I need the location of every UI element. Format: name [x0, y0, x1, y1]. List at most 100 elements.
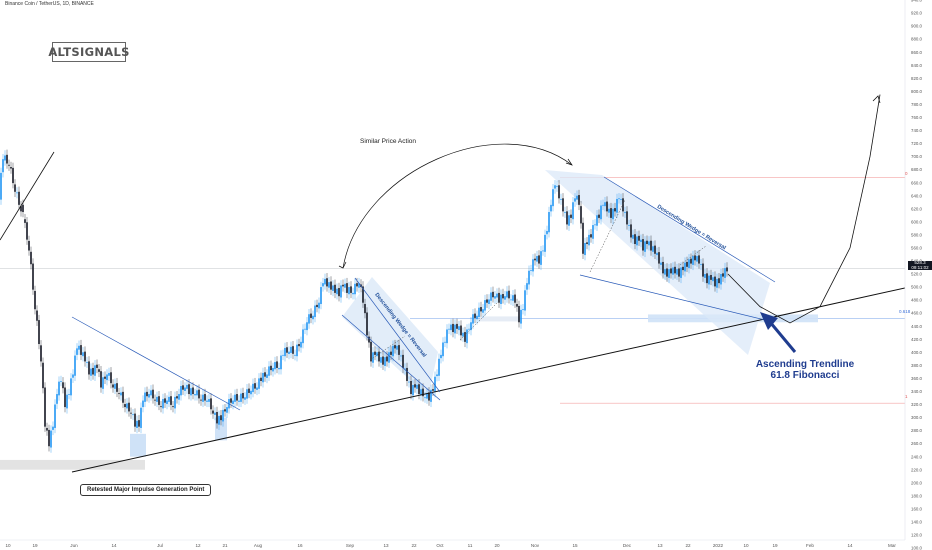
- candle-body: [66, 394, 68, 409]
- candle-body: [324, 278, 326, 285]
- price-tick-28: 660.0: [911, 180, 923, 185]
- time-tick-19: 22: [685, 543, 691, 548]
- candle-body: [198, 389, 200, 399]
- candle-body: [564, 212, 566, 213]
- candle-body: [296, 344, 298, 357]
- time-tick-4: Jul: [157, 543, 163, 548]
- candle-body: [450, 324, 452, 331]
- candle-body: [312, 315, 314, 320]
- time-tick-12: Oct: [436, 543, 444, 548]
- candle-body: [492, 291, 494, 298]
- time-tick-25: Mar: [888, 543, 896, 548]
- wedge-fill-1: [342, 277, 438, 397]
- time-tick-1: 19: [32, 543, 38, 548]
- candle-body: [330, 281, 332, 290]
- candle-body: [128, 402, 130, 412]
- candle-body: [524, 290, 526, 311]
- candle-body: [310, 313, 312, 318]
- candle-body: [640, 239, 642, 243]
- candle-body: [264, 372, 266, 377]
- altsignals-logo: ALTSIGNALS: [48, 42, 129, 62]
- candle-body: [98, 369, 100, 372]
- candle-body: [258, 378, 260, 389]
- candle-body: [250, 390, 252, 395]
- candle-body: [380, 357, 382, 363]
- candle-body: [54, 404, 56, 428]
- time-tick-23: Feb: [806, 543, 814, 548]
- pair-label: Binance Coin / TetherUS, 1D, BINANCE: [5, 1, 94, 7]
- candle-body: [442, 342, 444, 357]
- candle-body: [674, 266, 676, 274]
- candle-body: [594, 224, 596, 226]
- candle-body: [338, 288, 340, 297]
- candle-body: [136, 420, 138, 428]
- candle-body: [720, 274, 722, 285]
- candle-body: [552, 189, 554, 207]
- candle-body: [456, 323, 458, 329]
- candle-body: [602, 204, 604, 206]
- dotted-guide-2: [679, 245, 707, 266]
- candle-body: [518, 305, 520, 323]
- candle-body: [660, 262, 662, 265]
- candle-body: [374, 351, 376, 355]
- candle-body: [108, 372, 110, 376]
- candle-body: [206, 400, 208, 402]
- projection-head: [872, 95, 881, 104]
- candle-body: [208, 399, 210, 402]
- candle-body: [8, 164, 10, 166]
- candle-body: [706, 273, 708, 284]
- time-tick-6: 21: [222, 543, 228, 548]
- candle-body: [378, 351, 380, 362]
- candle-body: [52, 426, 54, 430]
- candle-body: [196, 390, 198, 396]
- candle-body: [540, 251, 542, 265]
- candle-body: [572, 202, 574, 220]
- candle-body: [156, 396, 158, 402]
- candle-body: [570, 214, 572, 218]
- projection-path: [727, 94, 881, 324]
- candle-body: [668, 269, 670, 278]
- candle-body: [616, 198, 618, 213]
- candle-body: [512, 295, 514, 301]
- candle-body: [488, 299, 490, 305]
- dotted-guide-3: [369, 335, 406, 361]
- candle-body: [304, 328, 306, 330]
- wedge1-lower: [341, 314, 441, 401]
- candle-body: [188, 384, 190, 395]
- candle-body: [714, 276, 716, 287]
- callout-arrow-shaft: [768, 321, 797, 353]
- candle-body: [158, 396, 160, 405]
- candle-body: [248, 388, 250, 393]
- candle-body: [194, 394, 196, 396]
- time-tick-14: 20: [494, 543, 500, 548]
- time-tick-10: 13: [383, 543, 389, 548]
- candle-body: [212, 410, 214, 414]
- price-axis[interactable]: 100.0 120.0 140.0 160.0 180.0 200.0 220.0 240.0…: [904, 0, 932, 550]
- candle-body: [574, 198, 576, 202]
- price-tick-20: 500.0: [911, 285, 923, 290]
- candle-body: [216, 411, 218, 424]
- candle-body: [84, 351, 86, 362]
- candle-body: [652, 246, 654, 252]
- candle-body: [140, 407, 142, 428]
- candle-body: [726, 267, 728, 272]
- price-tick-1: 120.0: [911, 533, 923, 538]
- candle-body: [132, 414, 134, 416]
- candle-body: [656, 252, 658, 256]
- candle-body: [278, 367, 280, 370]
- current-price-time: 09:11:02: [911, 264, 929, 270]
- candle-body: [0, 172, 2, 200]
- time-tick-20: 2022: [713, 543, 724, 548]
- candle-body: [370, 341, 372, 362]
- current-price-tag: 528.3 09:11:02: [908, 260, 932, 270]
- candle-body: [138, 420, 140, 427]
- candle-body: [322, 283, 324, 287]
- candle-body: [424, 397, 426, 399]
- candle-body: [466, 329, 468, 344]
- candle-body: [692, 256, 694, 265]
- candle-body: [534, 258, 536, 261]
- price-tick-2: 140.0: [911, 520, 923, 525]
- candle-body: [700, 264, 702, 266]
- time-axis[interactable]: 10 19 Jun 14 Jul 12 21 Aug 16 Sep 13 22 Oct 11 20 Nov 15…: [0, 539, 905, 548]
